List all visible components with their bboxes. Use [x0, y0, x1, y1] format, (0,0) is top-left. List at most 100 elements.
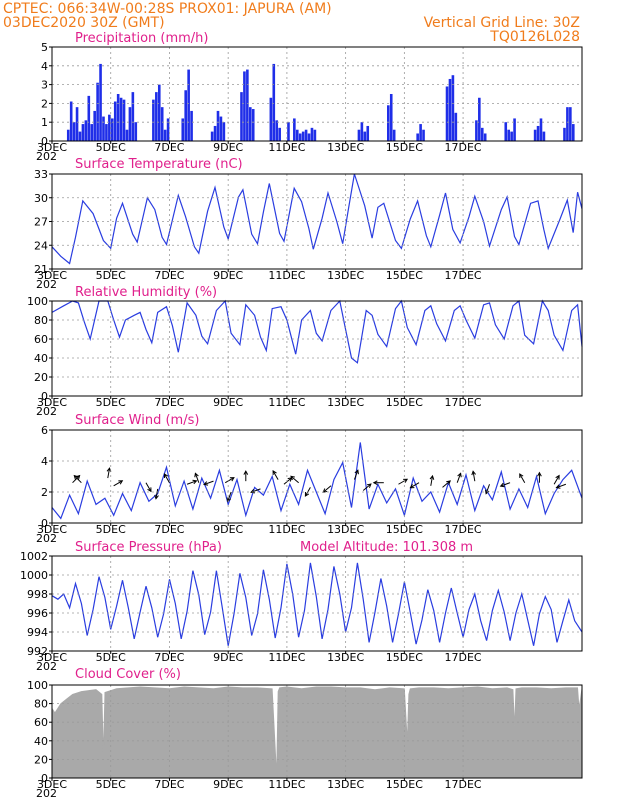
wind-y-tick-label: 6	[41, 424, 48, 437]
precip-bar	[110, 118, 114, 141]
humidity-x-tick-label: 11DEC	[268, 396, 305, 409]
precip-bar	[105, 124, 108, 141]
temperature-y-tick-label: 24	[34, 239, 48, 252]
precip-bar	[483, 133, 487, 141]
precip-bar	[184, 90, 188, 141]
temperature-y-tick-label: 30	[34, 192, 48, 205]
precip-bar	[566, 107, 569, 141]
precip-bar	[160, 107, 164, 141]
precip-bar	[295, 129, 299, 141]
wind-arrow	[283, 477, 293, 485]
precip-bar	[542, 131, 546, 141]
cloud-y-tick-label: 0	[41, 772, 48, 785]
humidity-y-tick-label: 100	[27, 295, 48, 308]
wind-arrow	[322, 485, 332, 493]
cloud-x-tick-label: 13DEC	[327, 778, 364, 791]
precip-bar	[507, 129, 510, 141]
precip-bar	[251, 109, 255, 141]
pressure-x-tick-label: 13DEC	[327, 651, 364, 664]
precip-bar	[510, 131, 513, 141]
wind-x-tick-label: 11DEC	[268, 523, 305, 536]
precip-bar	[301, 131, 305, 141]
wind-arrow	[442, 480, 451, 488]
pressure-x-tick-label: 17DEC	[445, 651, 482, 664]
precip-bar	[152, 99, 155, 141]
wind-panel: 0 2 4 6 3DEC 5DEC 7DEC 9DEC 11DEC 13DEC 15DEC 17DEC…	[36, 424, 583, 545]
precip-x-tick-label: 9DEC	[213, 141, 243, 154]
temperature-x-tick-label: 13DEC	[327, 269, 364, 282]
header-station: CPTEC: 066:34W-00:28S PROX01: JAPURA (AM…	[3, 1, 332, 17]
header-run-time: 03DEC2020 30Z (GMT)	[3, 15, 165, 31]
precip-bar	[246, 69, 249, 141]
wind-arrow	[73, 474, 82, 484]
wind-arrow	[272, 470, 279, 480]
humidity-y-tick-label: 80	[34, 314, 48, 327]
cloud-x-tick-label: 15DEC	[386, 778, 423, 791]
precip-bar	[293, 118, 296, 141]
cloud-title: Cloud Cover (%)	[75, 667, 181, 682]
cloud-x-tick-label: 17DEC	[445, 778, 482, 791]
precip-bar	[504, 122, 508, 141]
precip-x-tick-label: 13DEC	[327, 141, 364, 154]
precip-bar	[448, 78, 452, 141]
precip-bar	[387, 105, 390, 141]
precip-bar	[213, 125, 217, 141]
pressure-x-tick-label: 11DEC	[268, 651, 305, 664]
cloud-x-tick-label: 5DEC	[96, 778, 126, 791]
precip-bar	[248, 107, 252, 141]
cloud-cover-area	[51, 686, 583, 779]
cloud-y-tick-label: 60	[34, 716, 48, 729]
temperature-panel: 21 24 27 30 33 3DEC 5DEC 7DEC 9DEC 11DEC 13DEC 15DE…	[34, 168, 583, 291]
precip-bar	[81, 124, 85, 141]
wind-arrow	[537, 471, 542, 483]
precip-bar	[307, 133, 311, 141]
wind-x-tick-label: 7DEC	[154, 523, 184, 536]
wind-x-tick-label: 9DEC	[213, 523, 243, 536]
pressure-x-tick-label: 5DEC	[96, 651, 126, 664]
humidity-x-tick-label: 17DEC	[445, 396, 482, 409]
temperature-x-tick-label: 11DEC	[268, 269, 305, 282]
precip-bar	[357, 129, 361, 141]
humidity-x-tick-label: 15DEC	[386, 396, 423, 409]
wind-frame	[51, 429, 583, 524]
wind-arrow	[398, 478, 409, 485]
precip-y-tick-label: 5	[41, 41, 48, 54]
temperature-y-tick-label: 33	[34, 168, 48, 181]
wind-arrow	[224, 477, 235, 484]
wind-arrow	[72, 474, 81, 484]
precip-bar	[563, 127, 566, 141]
wind-arrow	[145, 482, 152, 493]
pressure-frame	[51, 555, 583, 652]
precip-bar	[116, 94, 120, 141]
humidity-y-tick-label: 40	[34, 352, 48, 365]
precip-bar	[475, 120, 478, 141]
pressure-x-tick-label: 7DEC	[154, 651, 184, 664]
cloud-y-tick-label: 20	[34, 753, 48, 766]
wind-x-tick-label: 3DEC	[37, 523, 67, 536]
cloud-year-label: 202	[36, 787, 57, 800]
pressure-line	[51, 562, 583, 646]
precip-bar	[190, 110, 193, 141]
precip-bar	[363, 131, 367, 141]
precip-bar	[313, 129, 317, 141]
precip-bar	[533, 129, 537, 141]
wind-x-tick-label: 13DEC	[327, 523, 364, 536]
wind-arrow	[226, 491, 232, 503]
wind-year-label: 202	[36, 532, 57, 545]
wind-arrow	[243, 470, 249, 482]
precip-x-tick-label: 11DEC	[268, 141, 305, 154]
wind-arrow	[499, 482, 511, 488]
wind-x-tick-label: 17DEC	[445, 523, 482, 536]
precip-bar	[513, 118, 516, 141]
precip-bar	[99, 63, 102, 141]
precip-bar	[366, 125, 370, 141]
pressure-panel: 992 994 996 998 1000 1002 3DEC 5DEC 7DEC 9DEC 11DE…	[20, 550, 583, 673]
precip-bar	[445, 86, 449, 141]
temperature-frame	[51, 173, 583, 270]
precip-y-tick-label: 2	[41, 97, 48, 110]
cloud-y-tick-label: 80	[34, 698, 48, 711]
precip-bar	[287, 122, 290, 141]
wind-arrow	[409, 482, 420, 489]
precip-bar	[480, 127, 484, 141]
wind-arrow	[362, 483, 372, 491]
